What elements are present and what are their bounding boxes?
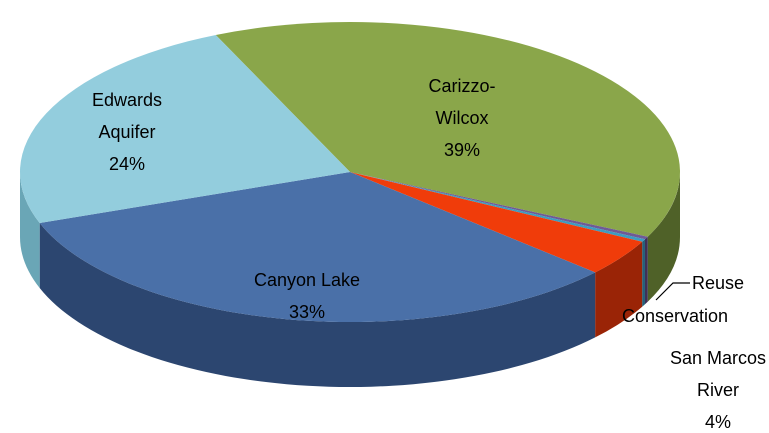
slice-side — [39, 223, 596, 387]
leader-line — [655, 282, 690, 301]
slice — [350, 172, 643, 273]
slice — [350, 172, 645, 242]
slice-label: Edwards Aquifer 24% — [77, 84, 177, 180]
category-label: Canyon Lake — [253, 270, 361, 290]
category-label: Conservation — [622, 306, 729, 326]
slice-label: Carizzo-Wilcox 39% — [422, 70, 502, 166]
slice — [215, 21, 681, 237]
slice — [39, 172, 596, 322]
slice-side — [647, 172, 680, 302]
category-label: Reuse — [692, 273, 745, 293]
category-label: San Marcos River — [669, 348, 767, 400]
value-label: 4% — [704, 412, 731, 432]
category-label: Carizzo-Wilcox — [428, 76, 496, 128]
value-label: 33% — [288, 302, 326, 322]
slice-label: Reuse — [692, 267, 762, 299]
slice — [350, 172, 648, 240]
slice-label: Conservation — [622, 300, 762, 332]
value-label: 39% — [443, 140, 481, 160]
slice-side — [595, 241, 643, 338]
slice-side — [642, 239, 645, 307]
slice-label: Canyon Lake 33% — [232, 264, 382, 328]
slice-side — [19, 172, 40, 289]
value-label: 24% — [108, 154, 146, 174]
slice-label: San Marcos River 4% — [668, 342, 768, 433]
slice-side — [644, 236, 648, 305]
slice — [19, 34, 350, 224]
category-label: Edwards Aquifer — [91, 90, 163, 142]
